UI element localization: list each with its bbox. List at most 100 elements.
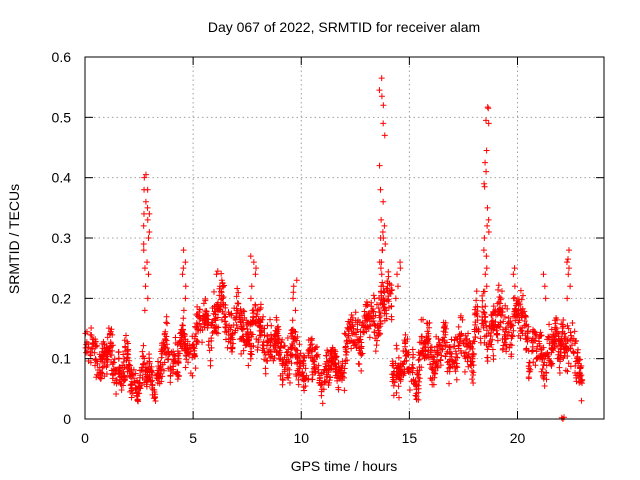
data-point: [144, 259, 151, 266]
data-point: [83, 349, 90, 356]
data-point: [268, 322, 275, 329]
data-point: [482, 271, 489, 278]
data-point: [220, 294, 227, 301]
data-point: [488, 311, 495, 318]
data-point: [245, 362, 252, 369]
data-point: [413, 396, 420, 403]
data-point: [405, 366, 412, 373]
data-point: [139, 361, 146, 368]
data-point: [244, 326, 251, 333]
data-point: [183, 356, 190, 363]
x-tick-label: 20: [510, 430, 526, 446]
data-point: [485, 216, 492, 223]
data-point: [342, 331, 349, 338]
data-point: [425, 354, 432, 361]
data-point: [352, 329, 359, 336]
data-point: [182, 283, 189, 290]
data-point: [195, 326, 202, 333]
data-point: [445, 365, 452, 372]
data-point: [178, 326, 185, 333]
data-point: [357, 333, 364, 340]
data-point: [296, 353, 303, 360]
data-point: [143, 376, 150, 383]
data-point: [235, 289, 242, 296]
data-point: [101, 341, 108, 348]
data-point: [140, 241, 147, 248]
data-point: [128, 387, 135, 394]
data-point: [393, 389, 400, 396]
data-point: [140, 247, 147, 254]
data-point: [368, 303, 375, 310]
data-point: [492, 322, 499, 329]
data-point: [138, 367, 145, 374]
data-point: [175, 372, 182, 379]
data-point: [179, 322, 186, 329]
y-tick-label: 0.3: [52, 230, 72, 246]
data-point: [548, 344, 555, 351]
data-point: [151, 395, 158, 402]
data-point: [416, 378, 423, 385]
data-point: [149, 384, 156, 391]
data-point: [286, 366, 293, 373]
data-point: [497, 319, 504, 326]
data-point: [443, 350, 450, 357]
data-point: [98, 369, 105, 376]
data-point: [237, 306, 244, 313]
data-point: [270, 357, 277, 364]
data-point: [202, 320, 209, 327]
data-point: [416, 375, 423, 382]
data-point: [373, 301, 380, 308]
data-point: [410, 377, 417, 384]
data-point: [212, 311, 219, 318]
data-point: [309, 357, 316, 364]
data-point: [435, 351, 442, 358]
data-point: [364, 314, 371, 321]
data-point: [107, 351, 114, 358]
data-point: [540, 271, 547, 278]
data-point: [571, 328, 578, 335]
data-point: [311, 364, 318, 371]
data-point: [494, 337, 501, 344]
data-point: [219, 295, 226, 302]
data-point: [220, 284, 227, 291]
data-point: [169, 369, 176, 376]
data-point: [445, 358, 452, 365]
data-point: [110, 371, 117, 378]
data-point: [411, 381, 418, 388]
y-tick-label: 0.2: [52, 290, 72, 306]
data-point: [459, 316, 466, 323]
data-point: [471, 306, 478, 313]
data-point: [379, 247, 386, 254]
data-point: [122, 332, 129, 339]
data-point: [461, 353, 468, 360]
data-point: [402, 331, 409, 338]
data-point: [450, 359, 457, 366]
data-point: [218, 288, 225, 295]
data-point: [482, 303, 489, 310]
data-point: [417, 350, 424, 357]
data-point: [120, 368, 127, 375]
data-point: [570, 335, 577, 342]
data-point: [201, 313, 208, 320]
data-point: [497, 295, 504, 302]
data-point: [369, 308, 376, 315]
data-point: [367, 323, 374, 330]
data-point: [248, 331, 255, 338]
data-point: [164, 320, 171, 327]
data-point: [286, 358, 293, 365]
data-point: [556, 364, 563, 371]
data-point: [483, 253, 490, 260]
data-point: [530, 337, 537, 344]
data-point: [88, 345, 95, 352]
data-point: [470, 362, 477, 369]
data-point: [431, 354, 438, 361]
data-point: [397, 259, 404, 266]
data-point: [378, 259, 385, 266]
data-point: [465, 342, 472, 349]
data-point: [577, 364, 584, 371]
data-point: [479, 304, 486, 311]
data-point: [338, 369, 345, 376]
data-point: [267, 316, 274, 323]
data-point: [426, 324, 433, 331]
data-point: [431, 370, 438, 377]
